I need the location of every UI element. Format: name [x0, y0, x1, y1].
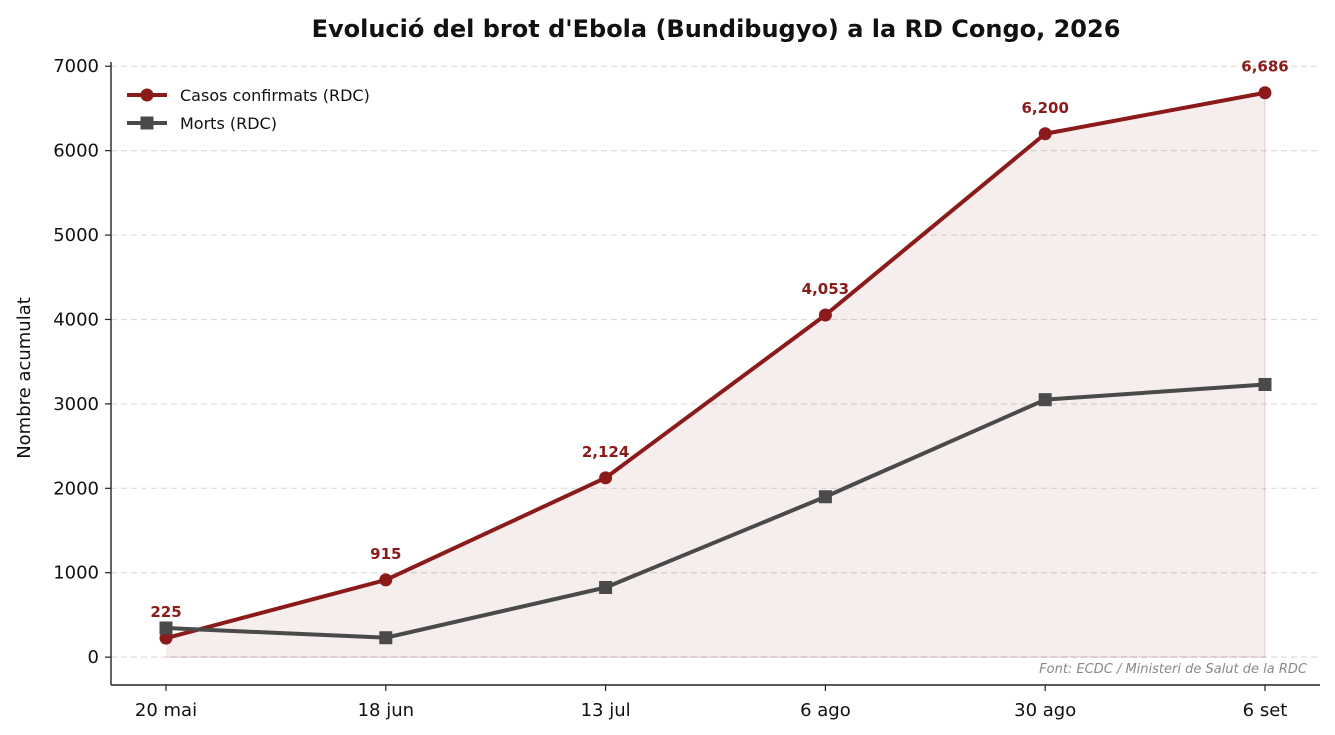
x-tick-label: 6 ago [800, 700, 851, 721]
data-label-series-0: 6,686 [1241, 58, 1288, 76]
legend-label-series-0: Casos confirmats (RDC) [180, 86, 370, 105]
data-label-series-0: 225 [150, 603, 181, 621]
series-lines [164, 90, 1267, 641]
x-tick-label: 20 mai [135, 700, 197, 721]
data-point-series-1 [818, 490, 832, 504]
data-point-series-1 [379, 631, 393, 645]
y-axis-title: Nombre acumulat [14, 297, 35, 459]
axes [105, 62, 1320, 691]
data-label-series-0: 4,053 [802, 280, 849, 298]
y-tick-label: 2000 [53, 478, 99, 499]
y-tick-label: 0 [88, 647, 99, 668]
data-point-series-0 [1258, 86, 1272, 100]
data-label-series-0: 2,124 [582, 443, 629, 461]
x-tick-label: 18 jun [358, 700, 414, 721]
y-tick-label: 7000 [53, 56, 99, 77]
y-tick-label: 3000 [53, 394, 99, 415]
area-fills [166, 92, 1266, 658]
data-point-series-1 [1258, 377, 1272, 391]
y-tick-label: 4000 [53, 309, 99, 330]
data-point-series-0 [1038, 127, 1052, 141]
data-point-series-1 [1038, 393, 1052, 407]
y-tick-label: 5000 [53, 225, 99, 246]
data-point-series-0 [818, 308, 832, 322]
legend-label-series-1: Morts (RDC) [180, 114, 277, 133]
data-point-series-0 [159, 631, 173, 645]
x-tick-label: 13 jul [581, 700, 631, 721]
grid-lines [111, 65, 1320, 658]
series-line-0 [164, 90, 1267, 641]
data-label-series-0: 6,200 [1021, 99, 1068, 117]
x-tick-label: 6 set [1243, 700, 1288, 721]
data-point-series-0 [599, 471, 613, 485]
series-markers [159, 86, 1272, 645]
data-point-series-0 [379, 573, 393, 587]
source-annotation: Font: ECDC / Ministeri de Salut de la RD… [1039, 662, 1308, 677]
y-tick-label: 6000 [53, 141, 99, 162]
y-tick-label: 1000 [53, 563, 99, 584]
legend-marker-series-1 [140, 116, 154, 130]
area-fill-series-0 [166, 92, 1265, 658]
data-point-series-1 [599, 580, 613, 594]
data-label-series-0: 915 [370, 545, 401, 563]
legend-marker-series-0 [140, 88, 154, 102]
x-tick-label: 30 ago [1014, 700, 1076, 721]
series-line-1 [164, 382, 1267, 640]
legend: Casos confirmats (RDC) Morts (RDC) [127, 86, 370, 133]
data-point-series-1 [159, 621, 173, 635]
tick-labels: 0 1000 2000 3000 4000 5000 6000 7000 20 mai 18 ju… [53, 56, 1287, 721]
data-labels: 225 915 2,124 4,053 6,200 6,686 [150, 58, 1288, 621]
chart-title: Evolució del brot d'Ebola (Bundibugyo) a… [312, 15, 1121, 43]
